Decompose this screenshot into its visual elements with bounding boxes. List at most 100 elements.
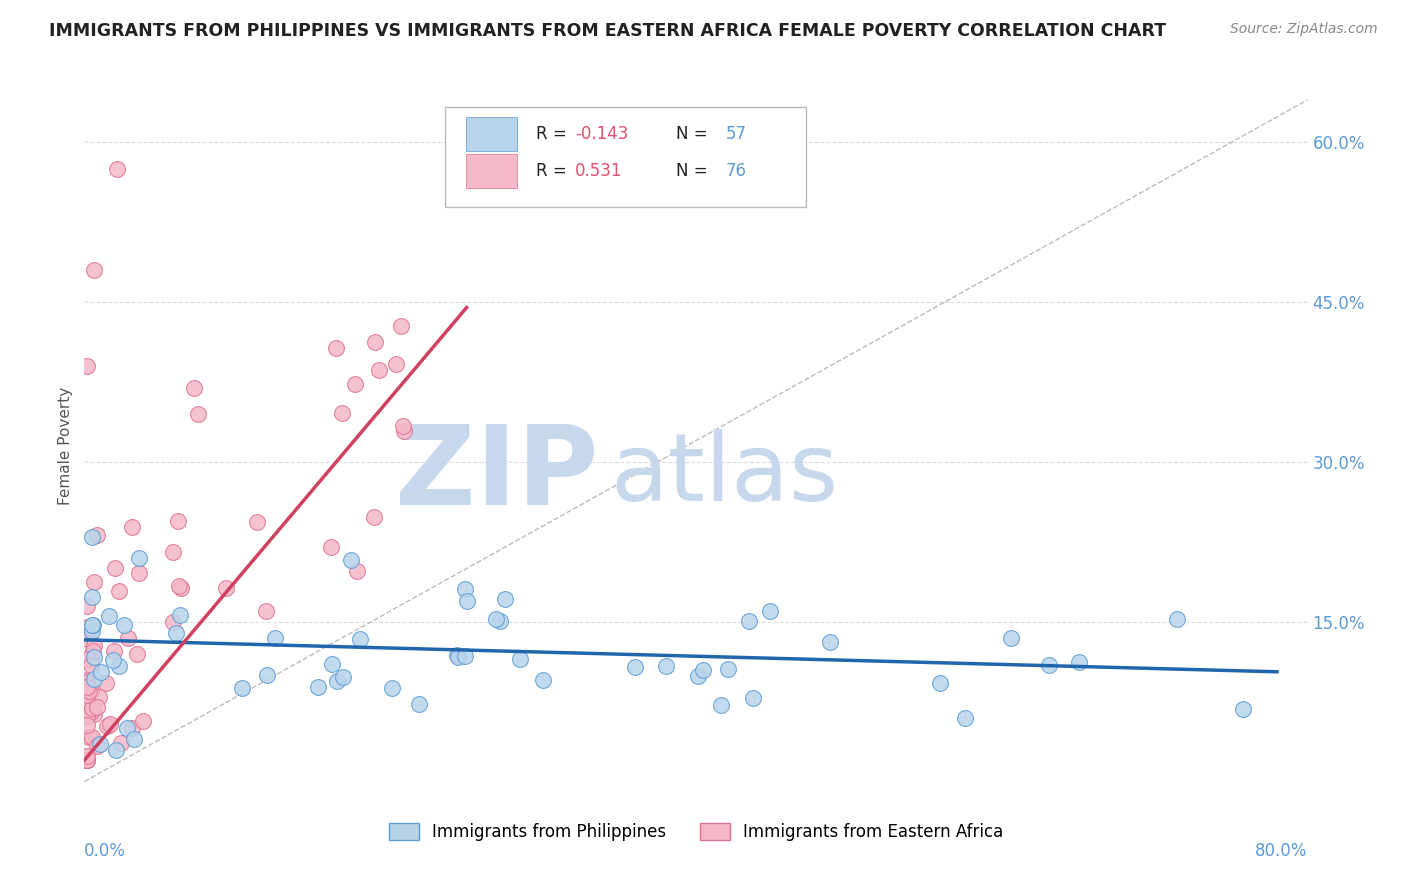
Point [368,363,391,377]
Point [169,581,191,595]
Point [82,701,104,715]
Point [183,381,205,395]
Text: Source: ZipAtlas.com: Source: ZipAtlas.com [1230,22,1378,37]
Point [94,675,117,690]
Point [83,706,105,721]
Point [110,735,132,749]
Point [321,657,343,672]
Text: -0.143: -0.143 [575,125,628,143]
Point [124,731,146,746]
Legend: Immigrants from Philippines, Immigrants from Eastern Africa: Immigrants from Philippines, Immigrants … [382,816,1010,848]
Point [489,614,512,628]
Point [76,680,98,694]
Text: 80.0%: 80.0% [1256,842,1308,860]
Point [256,667,278,681]
Point [187,408,209,422]
Point [692,663,714,677]
Text: ZIP: ZIP [395,421,598,528]
Point [105,162,128,177]
Point [710,698,733,712]
Point [80,684,103,698]
Point [392,425,415,439]
FancyBboxPatch shape [446,107,806,207]
Point [76,753,98,767]
Point [655,658,678,673]
Point [76,753,98,767]
Point [1067,655,1090,669]
Point [80,624,103,639]
Point [76,620,98,634]
Point [167,579,190,593]
Point [349,632,371,647]
Point [162,545,184,559]
Point [125,647,148,661]
Point [1232,702,1254,716]
Point [346,564,368,578]
Point [83,672,105,686]
Point [454,582,477,596]
Point [307,681,329,695]
Point [381,681,404,695]
Point [509,652,531,666]
Point [408,697,430,711]
Point [108,584,131,599]
Point [82,730,104,744]
Point [446,648,468,663]
Point [76,697,98,711]
Point [96,719,118,733]
Point [104,742,127,756]
Point [76,632,98,646]
Point [759,604,782,618]
Point [76,753,98,767]
Point [115,721,138,735]
Point [82,644,104,658]
Point [76,688,98,702]
Point [254,604,277,618]
Point [86,528,108,542]
Point [128,550,150,565]
Point [76,673,98,687]
Point [169,607,191,622]
Text: 76: 76 [725,162,747,180]
Point [484,612,506,626]
Point [1166,612,1188,626]
Point [454,649,477,664]
Point [391,418,413,433]
Point [80,617,103,632]
Point [82,700,104,714]
Point [117,632,139,646]
Point [742,690,765,705]
Text: 0.531: 0.531 [575,162,623,180]
Point [246,515,269,529]
FancyBboxPatch shape [465,117,517,152]
Point [1038,658,1060,673]
Point [80,658,103,673]
Point [87,690,110,704]
Point [76,674,98,689]
Point [112,618,135,632]
Point [103,644,125,658]
Point [89,737,111,751]
Point [531,673,554,687]
Point [131,714,153,728]
Point [456,594,478,608]
Point [77,683,100,698]
Point [953,711,976,725]
Point [97,609,120,624]
Point [80,706,103,720]
Point [76,753,98,767]
Point [83,574,105,589]
Point [104,561,127,575]
Point [101,653,124,667]
Point [623,660,645,674]
Point [77,625,100,640]
Point [76,675,98,690]
Point [231,681,253,695]
Text: R =: R = [536,125,572,143]
Point [76,718,98,732]
Text: R =: R = [536,162,572,180]
Point [82,617,104,632]
Text: 57: 57 [725,125,747,143]
Point [364,334,387,349]
FancyBboxPatch shape [465,154,517,188]
